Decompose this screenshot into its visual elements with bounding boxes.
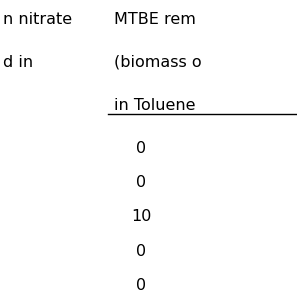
Text: in Toluene: in Toluene <box>114 98 196 113</box>
Text: n nitrate: n nitrate <box>3 12 72 27</box>
Text: 0: 0 <box>136 278 146 293</box>
Text: 0: 0 <box>136 175 146 190</box>
Text: 0: 0 <box>136 244 146 259</box>
Text: 0: 0 <box>136 141 146 156</box>
Text: MTBE rem: MTBE rem <box>114 12 196 27</box>
Text: (biomass o: (biomass o <box>114 55 202 70</box>
Text: 10: 10 <box>131 209 151 225</box>
Text: d in: d in <box>3 55 33 70</box>
